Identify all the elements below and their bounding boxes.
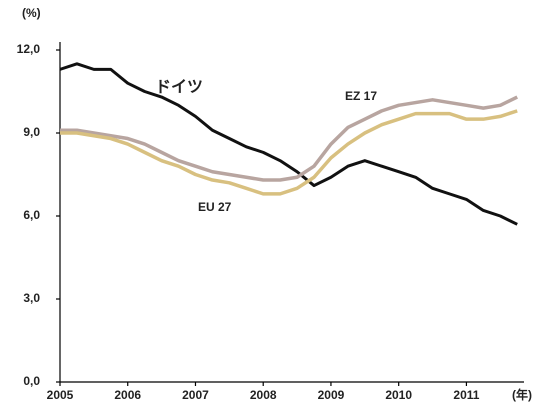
y-tick-label: 9,0 [23, 125, 40, 139]
series-line [59, 62, 518, 226]
y-tick-label: 0,0 [23, 374, 40, 388]
x-tick-label: 2007 [182, 388, 209, 402]
y-tick-label: 3,0 [23, 291, 40, 305]
y-tick-label: 6,0 [23, 208, 40, 222]
x-tick-label: 2006 [114, 388, 141, 402]
series-label: EZ 17 [345, 89, 377, 103]
y-unit: (%) [22, 6, 41, 20]
series-label: EU 27 [198, 200, 232, 214]
x-tick-label: 2010 [385, 388, 412, 402]
series-label: ドイツ [155, 79, 203, 96]
x-tick-label: 2011 [453, 388, 479, 402]
series-line [60, 95, 518, 182]
series-line [60, 109, 518, 196]
y-tick-label: 12,0 [17, 42, 41, 56]
x-tick-label: 2005 [47, 388, 74, 402]
x-unit: (年) [512, 387, 532, 402]
x-tick-label: 2009 [318, 388, 345, 402]
x-tick-label: 2008 [250, 388, 277, 402]
